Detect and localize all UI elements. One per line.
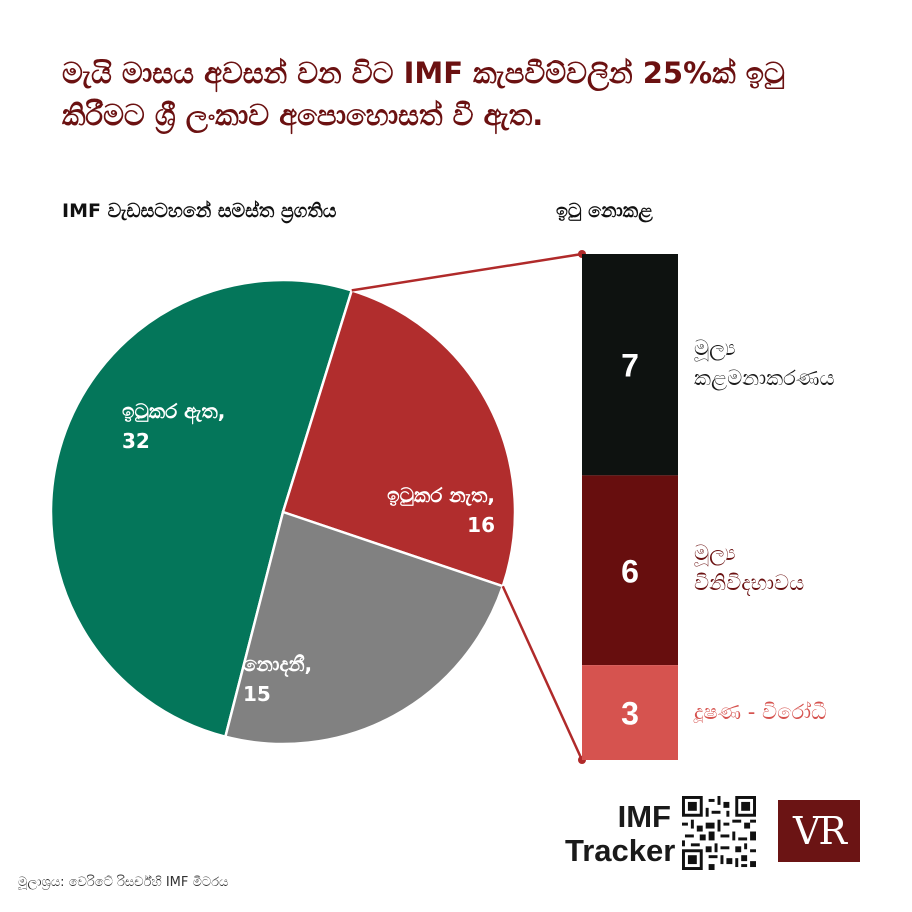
bar-segment-value: 3 bbox=[621, 696, 639, 732]
bar-segment-value: 7 bbox=[621, 348, 639, 384]
bar-segment-value: 6 bbox=[621, 553, 639, 589]
chart-title: මැයි මාසය අවසන් වන විට IMF කැපවීම්වලින් … bbox=[62, 56, 785, 132]
brand-line-2: Tracker bbox=[565, 833, 676, 868]
pie-slice-label: ඉටුකර නැත, bbox=[387, 483, 495, 507]
pie-slice bbox=[49, 278, 354, 739]
bar-heading: ඉටු නොකළ bbox=[556, 200, 653, 222]
pie-slice bbox=[223, 510, 505, 746]
bar-category-label: කළමනාකරණය bbox=[694, 365, 835, 390]
connector-line-top bbox=[351, 252, 583, 292]
pie-slice-value: 15 bbox=[243, 682, 271, 706]
qr-code-icon[interactable] bbox=[682, 796, 756, 870]
pie-slice bbox=[281, 288, 517, 588]
pie-slice-label: ඉටුකර ඇත, bbox=[122, 399, 225, 425]
brand-line-1: IMF bbox=[617, 799, 671, 834]
bar-category-label: මූල්‍ය bbox=[694, 541, 736, 566]
bar-segment bbox=[582, 475, 678, 666]
pie-slice-value: 32 bbox=[122, 429, 150, 453]
bar-category-label: විනිවිදභාවය bbox=[694, 571, 805, 596]
pie-heading: IMF වැඩසටහනේ සමස්ත ප්‍රගතිය bbox=[62, 200, 337, 222]
bar-category-label: මූල්‍ය bbox=[694, 335, 736, 360]
bar-segment bbox=[582, 254, 678, 476]
vr-logo: VR bbox=[778, 800, 860, 862]
bar-segment bbox=[582, 665, 678, 760]
pie-chart: ඉටුකර ඇත, 32 ඉටුකර නැත, 16 නොදනී, 15 bbox=[49, 278, 517, 746]
pie-slice-value: 16 bbox=[467, 513, 495, 537]
stacked-bar-chart: 7 6 3 bbox=[582, 254, 678, 760]
bar-category-label: දූෂණ - විරෝධී bbox=[694, 699, 827, 724]
pie-slice-label: නොදනී, bbox=[243, 652, 312, 677]
source-note: මූලාශ්‍රය: වෙරිටේ රිසර්ච්හි IMF මීටරය bbox=[18, 875, 229, 890]
connector-line-bottom bbox=[501, 585, 584, 761]
imf-tracker-brand: IMF Tracker bbox=[565, 799, 676, 868]
